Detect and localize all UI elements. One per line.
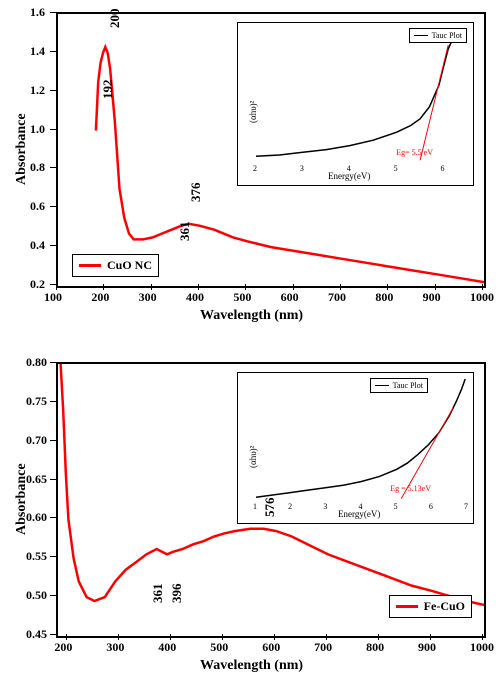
xtick: 300 [139,290,157,305]
xtick: 600 [281,290,299,305]
ytick: 0.45 [26,627,47,642]
inset-xtick: 6 [429,502,433,511]
legend-label-bottom: Fe-CuO [424,599,465,614]
ytick: 0.65 [26,472,47,487]
peak-label: 200 [107,8,123,28]
inset-curve-top [238,23,473,185]
inset-legend-label-bottom: Tauc Plot [393,381,423,390]
xtick: 900 [423,290,441,305]
ytick: 0.60 [26,510,47,525]
peak-label: 361 [177,222,193,242]
ylabel-top: Absorbance [14,113,30,185]
legend-swatch-top [79,264,101,267]
xtick: 900 [418,640,436,655]
ytick: 0.8 [30,160,45,175]
xtick: 600 [262,640,280,655]
ytick: 0.6 [30,199,45,214]
xtick: 200 [91,290,109,305]
xtick: 500 [233,290,251,305]
legend-top: CuO NC [72,254,159,277]
peak-label: 396 [169,583,185,603]
ytick: 0.70 [26,433,47,448]
inset-xtick: 2 [253,164,257,173]
ytick: 0.55 [26,549,47,564]
xtick: 700 [328,290,346,305]
xtick: 400 [158,640,176,655]
inset-legend-label-top: Tauc Plot [432,31,462,40]
inset-xtick: 5 [394,502,398,511]
eg-label-bottom: Eg = 5.13eV [390,484,431,493]
panel-fe-cuo: Tauc Plot (αhυ)² Energy(eV) Eg = 5.13eV … [0,350,502,688]
ytick: 0.80 [26,355,47,370]
peak-label: 192 [100,80,116,100]
eg-label-top: Eg= 5.5 eV [396,148,433,157]
ytick: 1.2 [30,83,45,98]
inset-legend-top: Tauc Plot [409,28,467,43]
xtick: 800 [366,640,384,655]
ytick: 1.4 [30,44,45,59]
inset-xtick: 5 [394,164,398,173]
xtick: 300 [106,640,124,655]
peak-label: 361 [150,583,166,603]
xtick: 400 [186,290,204,305]
legend-swatch-bottom [396,605,418,608]
xtick: 200 [54,640,72,655]
xtick: 100 [44,290,62,305]
xtick: 800 [375,290,393,305]
inset-xtick: 6 [441,164,445,173]
legend-label-top: CuO NC [107,258,152,273]
inset-xtick: 2 [288,502,292,511]
peak-label: 576 [262,498,278,518]
inset-xtick: 1 [253,502,257,511]
ytick: 0.75 [26,394,47,409]
inset-xtick: 4 [359,502,363,511]
panel-cuo-nc: Tauc Plot (αhυ)² Energy(eV) Eg= 5.5 eV 2… [0,0,502,338]
plot-area-top: Tauc Plot (αhυ)² Energy(eV) Eg= 5.5 eV 2… [56,12,486,288]
xtick: 700 [314,640,332,655]
inset-legend-bottom: Tauc Plot [370,378,428,393]
xtick: 500 [210,640,228,655]
xlabel-top: Wavelength (nm) [200,308,303,324]
ytick: 1.6 [30,5,45,20]
xlabel-bottom: Wavelength (nm) [200,658,303,674]
inset-xtick: 7 [464,502,468,511]
inset-xtick: 3 [300,164,304,173]
inset-xtick: 4 [347,164,351,173]
inset-ylabel-top: (αhυ)² [248,101,258,123]
ytick: 0.2 [30,277,45,292]
xtick: 1000 [470,290,494,305]
ytick: 0.50 [26,588,47,603]
inset-ylabel-bottom: (αhυ)² [248,446,258,468]
inset-xtick: 3 [323,502,327,511]
ytick: 1.0 [30,122,45,137]
xtick: 1000 [470,640,494,655]
legend-bottom: Fe-CuO [389,595,472,618]
peak-label: 376 [188,183,204,203]
inset-tauc-top: Tauc Plot (αhυ)² Energy(eV) Eg= 5.5 eV 2… [237,22,474,186]
ytick: 0.4 [30,238,45,253]
